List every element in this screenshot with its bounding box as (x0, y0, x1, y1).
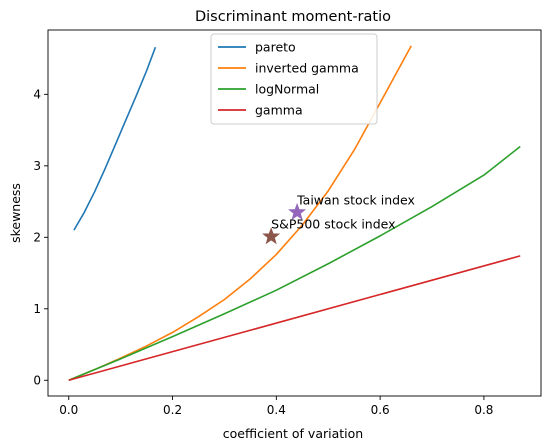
x-tick-label: 0.4 (267, 403, 286, 417)
x-axis-label: coefficient of variation (223, 426, 363, 441)
plot-frame (47, 29, 542, 397)
y-tick-label: 3 (33, 159, 41, 173)
series-line-lognormal (68, 145, 521, 382)
legend-label: gamma (255, 103, 303, 118)
marker-star-1 (288, 202, 307, 220)
legend-box (210, 33, 378, 125)
y-tick-label: 1 (33, 302, 41, 316)
series-line-inverted-gamma (68, 45, 412, 382)
series-line-gamma (68, 255, 521, 382)
x-tick-label: 0.0 (59, 403, 78, 417)
x-tick-label: 0.6 (371, 403, 390, 417)
legend-label: pareto (255, 40, 296, 55)
marker-annotation-1: Taiwan stock index (296, 192, 415, 207)
y-tick-label: 4 (33, 87, 41, 101)
marker-annotation-2: S&P500 stock index (271, 217, 395, 232)
plot-area: Taiwan stock index S&P500 stock index (47, 29, 542, 397)
legend: pareto inverted gamma logNormal gamma (210, 33, 378, 125)
x-axis: 0.0 0.2 0.4 0.6 0.8 (59, 396, 493, 417)
x-tick-label: 0.2 (163, 403, 182, 417)
legend-label: logNormal (255, 82, 319, 97)
y-tick-label: 0 (33, 373, 41, 387)
series-line-pareto (73, 46, 157, 231)
x-tick-label: 0.8 (474, 403, 493, 417)
y-tick-label: 2 (33, 230, 41, 244)
marker-star-2 (262, 227, 281, 245)
legend-label: inverted gamma (255, 61, 359, 76)
y-axis-label: skewness (8, 183, 23, 243)
chart-title: Discriminant moment-ratio (195, 9, 391, 25)
y-axis: 0 1 2 3 4 (33, 87, 48, 387)
